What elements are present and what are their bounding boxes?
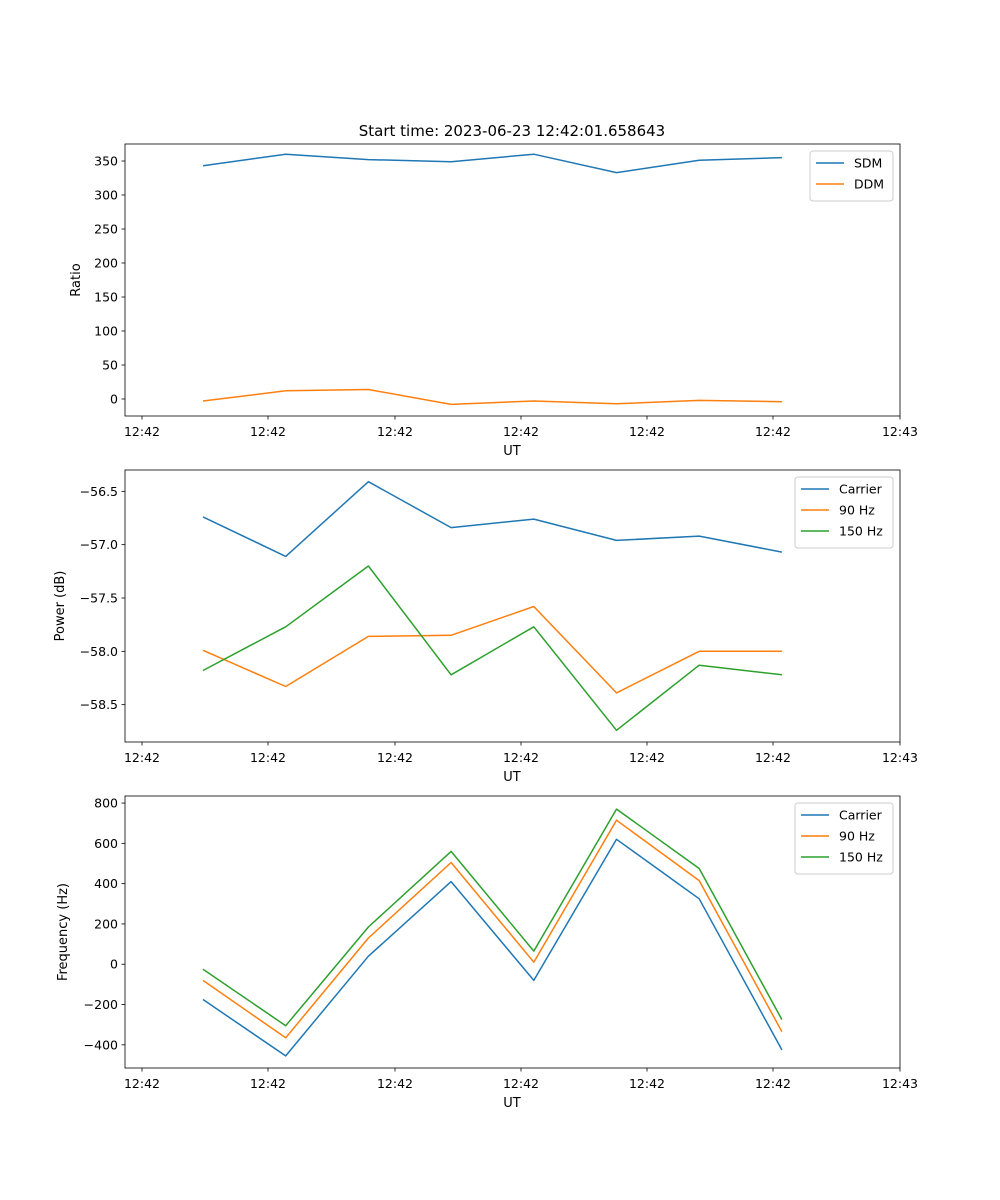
y-tick-label: −57.0 — [80, 537, 118, 552]
legend-label: 150 Hz — [839, 524, 883, 539]
legend-label: 90 Hz — [839, 503, 875, 518]
legend-label: 90 Hz — [839, 829, 875, 844]
y-tick-label: 100 — [94, 324, 118, 339]
y-tick-label: 400 — [94, 876, 118, 891]
x-tick-label: 12:42 — [250, 424, 286, 439]
y-tick-label: 50 — [102, 358, 118, 373]
legend-label: 150 Hz — [839, 850, 883, 865]
x-tick-label: 12:42 — [629, 750, 665, 765]
x-tick-label: 12:43 — [882, 424, 918, 439]
y-tick-label: 300 — [94, 188, 118, 203]
legend-label: Carrier — [839, 808, 883, 823]
y-tick-label: 200 — [94, 256, 118, 271]
y-axis-label: Ratio — [69, 263, 84, 296]
series-line-90-hz — [202, 605, 782, 694]
figure-title: Start time: 2023-06-23 12:42:01.658643 — [359, 122, 665, 140]
series-line-150-hz — [202, 565, 782, 732]
series-line-carrier — [202, 480, 783, 558]
series-line-carrier — [202, 838, 783, 1057]
x-tick-label: 12:42 — [124, 424, 160, 439]
y-tick-label: −56.5 — [80, 484, 118, 499]
y-tick-label: −57.5 — [80, 591, 118, 606]
x-tick-label: 12:42 — [503, 424, 539, 439]
x-tick-label: 12:42 — [124, 750, 160, 765]
legend-label: Carrier — [839, 482, 883, 497]
x-tick-label: 12:42 — [755, 750, 791, 765]
x-axis-label: UT — [503, 770, 521, 785]
axes-frame — [124, 469, 901, 743]
y-axis-label: Power (dB) — [53, 571, 68, 642]
power-panel: −56.5 −57.0 −57.5 −58.0 −58.5 12:42 12:42 12:42… — [53, 469, 918, 785]
x-tick-label: 12:42 — [755, 1076, 791, 1091]
y-tick-label: −58.0 — [80, 644, 118, 659]
x-axis-label: UT — [503, 444, 521, 459]
y-tick-label: −58.5 — [80, 697, 118, 712]
x-tick-label: 12:42 — [629, 424, 665, 439]
x-tick-label: 12:42 — [377, 424, 413, 439]
y-tick-label: 150 — [94, 290, 118, 305]
series-line-90-hz — [202, 819, 783, 1039]
y-axis-label: Frequency (Hz) — [56, 883, 71, 981]
y-tick-label: 600 — [94, 836, 118, 851]
y-tick-label: 250 — [94, 222, 118, 237]
x-tick-label: 12:43 — [882, 750, 918, 765]
x-tick-label: 12:42 — [755, 424, 791, 439]
x-tick-label: 12:42 — [503, 1076, 539, 1091]
x-tick-label: 12:42 — [124, 1076, 160, 1091]
axes-frame — [124, 795, 901, 1069]
y-tick-label: 350 — [94, 154, 118, 169]
y-tick-label: 0 — [110, 957, 118, 972]
legend-label: DDM — [854, 177, 884, 192]
series-line-ddm — [202, 388, 782, 406]
series-line-150-hz — [202, 808, 783, 1027]
x-tick-label: 12:42 — [629, 1076, 665, 1091]
y-tick-label: 200 — [94, 916, 118, 931]
y-tick-label: 800 — [94, 796, 118, 811]
y-tick-label: 0 — [110, 392, 118, 407]
x-tick-label: 12:42 — [503, 750, 539, 765]
x-tick-label: 12:42 — [250, 1076, 286, 1091]
ratio-panel: 0 50 100 150 200 250 300 350 12:42 12:42 12:42 12:4… — [69, 143, 918, 459]
x-tick-label: 12:42 — [377, 750, 413, 765]
frequency-panel: −400 −200 0 200 400 600 800 12:42 12:42 12:42 12:4… — [56, 796, 918, 1111]
x-tick-label: 12:42 — [377, 1076, 413, 1091]
x-tick-label: 12:42 — [250, 750, 286, 765]
x-tick-label: 12:43 — [882, 1076, 918, 1091]
legend-label: SDM — [854, 156, 882, 171]
y-tick-label: −400 — [84, 1037, 118, 1052]
y-tick-label: −200 — [84, 997, 118, 1012]
series-line-sdm — [202, 153, 782, 174]
axes-frame — [124, 143, 901, 417]
x-axis-label: UT — [503, 1096, 521, 1111]
